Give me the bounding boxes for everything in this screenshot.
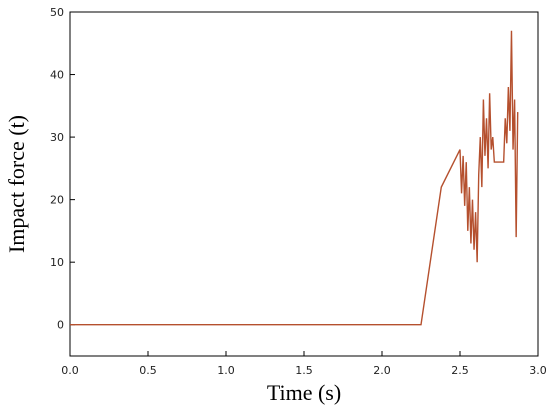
x-tick-label: 1.5 <box>295 364 313 377</box>
x-tick-label: 1.0 <box>217 364 235 377</box>
y-tick-label: 30 <box>50 131 64 144</box>
y-tick-label: 0 <box>57 319 64 332</box>
x-tick-label: 0.5 <box>139 364 157 377</box>
x-tick-label: 2.0 <box>373 364 391 377</box>
y-tick-label: 40 <box>50 69 64 82</box>
x-tick-label: 3.0 <box>529 364 547 377</box>
x-axis-label: Time (s) <box>267 380 341 405</box>
y-tick-label: 10 <box>50 256 64 269</box>
data-line <box>70 30 519 326</box>
y-tick-label: 20 <box>50 194 64 207</box>
plot-frame <box>69 11 539 357</box>
y-axis-label: Impact force (t) <box>4 115 29 253</box>
x-tick-label: 2.5 <box>451 364 469 377</box>
y-tick-label: 50 <box>50 6 64 19</box>
x-tick-label: 0.0 <box>61 364 79 377</box>
